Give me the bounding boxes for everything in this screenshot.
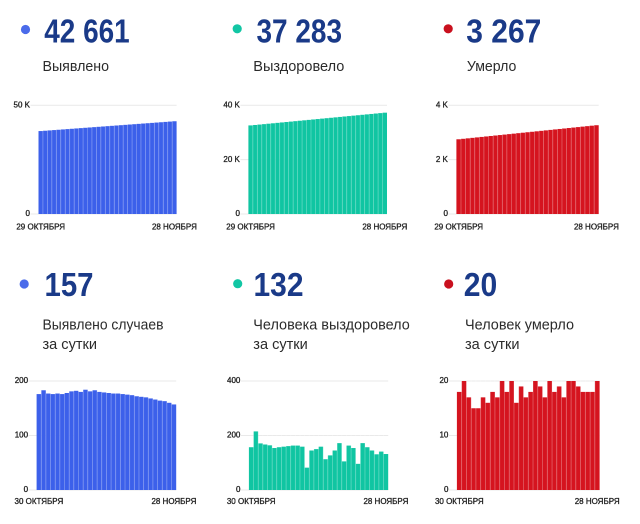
svg-text:132: 132 xyxy=(254,266,304,303)
svg-text:Умерло: Умерло xyxy=(467,59,517,75)
svg-text:10: 10 xyxy=(439,431,448,440)
svg-text:2 K: 2 K xyxy=(436,155,449,164)
svg-text:28 НОЯБРЯ: 28 НОЯБРЯ xyxy=(363,497,408,506)
svg-text:200: 200 xyxy=(15,376,29,385)
svg-text:50 K: 50 K xyxy=(14,101,31,110)
svg-text:29 ОКТЯБРЯ: 29 ОКТЯБРЯ xyxy=(16,223,65,232)
svg-text:37 283: 37 283 xyxy=(257,12,343,49)
svg-text:Выявлено случаев: Выявлено случаев xyxy=(43,317,164,333)
svg-text:20: 20 xyxy=(439,376,448,385)
svg-text:3 267: 3 267 xyxy=(466,12,541,49)
svg-text:28 НОЯБРЯ: 28 НОЯБРЯ xyxy=(575,497,620,506)
svg-text:за сутки: за сутки xyxy=(43,337,98,353)
svg-text:0: 0 xyxy=(235,209,240,218)
svg-text:42 661: 42 661 xyxy=(44,12,129,49)
svg-text:29 ОКТЯБРЯ: 29 ОКТЯБРЯ xyxy=(434,223,483,232)
svg-text:0: 0 xyxy=(443,209,448,218)
svg-text:28 НОЯБРЯ: 28 НОЯБРЯ xyxy=(574,223,619,232)
svg-text:28 НОЯБРЯ: 28 НОЯБРЯ xyxy=(151,497,196,506)
svg-text:20: 20 xyxy=(464,266,498,303)
svg-text:0: 0 xyxy=(26,209,31,218)
svg-text:Выявлено: Выявлено xyxy=(43,59,110,75)
svg-text:100: 100 xyxy=(15,431,29,440)
svg-text:Человека выздоровело: Человека выздоровело xyxy=(253,317,409,333)
svg-text:4 K: 4 K xyxy=(436,101,449,110)
svg-text:28 НОЯБРЯ: 28 НОЯБРЯ xyxy=(362,223,407,232)
svg-text:30 ОКТЯБРЯ: 30 ОКТЯБРЯ xyxy=(435,497,484,506)
svg-text:28 НОЯБРЯ: 28 НОЯБРЯ xyxy=(152,223,197,232)
svg-text:40 K: 40 K xyxy=(223,101,240,110)
svg-text:Выздоровело: Выздоровело xyxy=(253,59,344,75)
svg-text:30 ОКТЯБРЯ: 30 ОКТЯБРЯ xyxy=(15,497,64,506)
svg-text:0: 0 xyxy=(24,485,29,494)
svg-text:400: 400 xyxy=(227,376,241,385)
svg-text:20 K: 20 K xyxy=(223,155,240,164)
svg-text:за сутки: за сутки xyxy=(465,337,520,353)
svg-text:29 ОКТЯБРЯ: 29 ОКТЯБРЯ xyxy=(226,223,275,232)
svg-text:30 ОКТЯБРЯ: 30 ОКТЯБРЯ xyxy=(227,497,276,506)
svg-text:157: 157 xyxy=(45,266,94,303)
svg-text:200: 200 xyxy=(227,431,241,440)
svg-text:за сутки: за сутки xyxy=(253,337,307,353)
svg-text:Человек умерло: Человек умерло xyxy=(465,317,574,333)
svg-text:0: 0 xyxy=(444,485,449,494)
svg-text:0: 0 xyxy=(236,485,241,494)
